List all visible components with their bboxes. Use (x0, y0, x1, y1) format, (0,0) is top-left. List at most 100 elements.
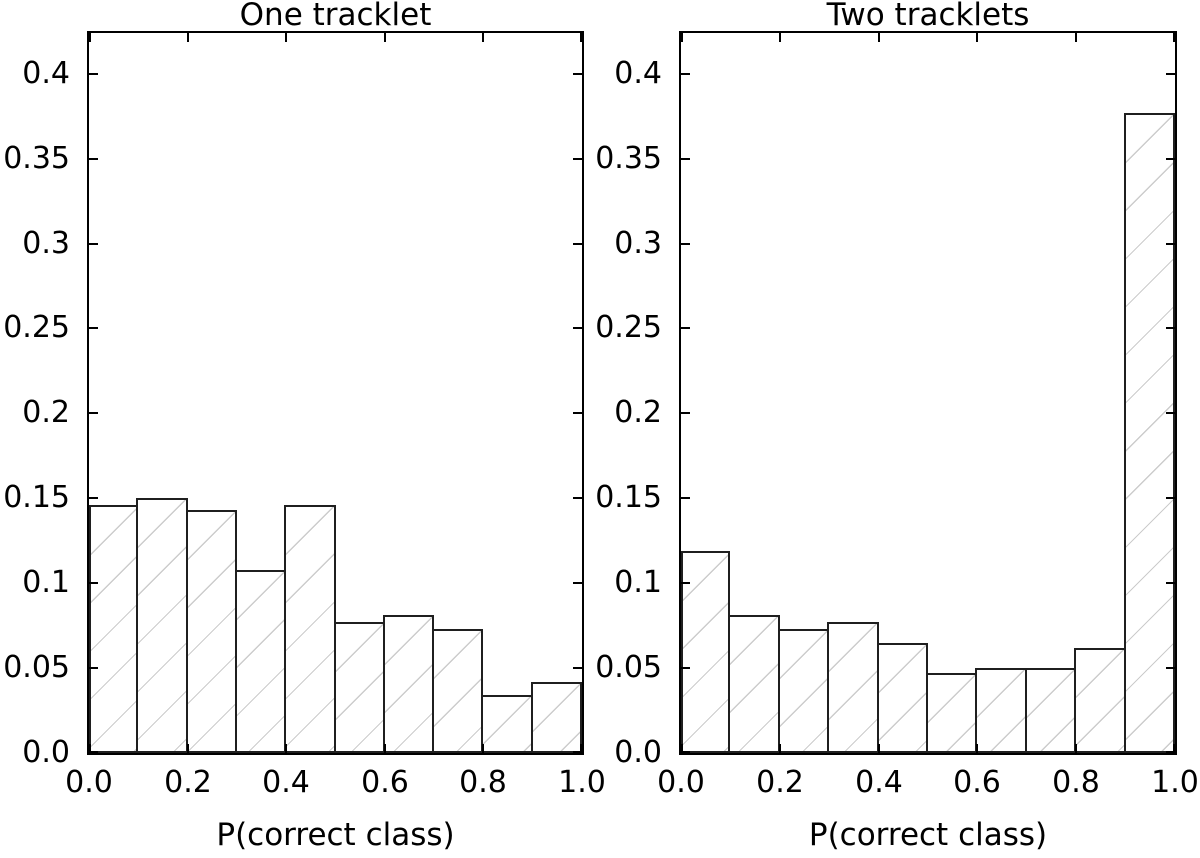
x-tick-label: 0.0 (657, 765, 705, 800)
x-axis-tick (580, 33, 582, 42)
x-tick-label: 0.8 (459, 765, 507, 800)
x-axis-tick (89, 744, 91, 753)
x-axis-label: P(correct class) (808, 817, 1048, 853)
x-axis-tick (384, 33, 386, 42)
y-axis-tick (89, 497, 98, 499)
x-tick-label: 0.4 (855, 765, 903, 800)
y-tick-label: 0.4 (614, 56, 662, 91)
y-axis-tick (681, 667, 690, 669)
x-tick-label: 0.2 (756, 765, 804, 800)
y-axis-tick (573, 751, 582, 753)
y-tick-label: 0.2 (614, 395, 662, 430)
x-tick-label: 0.8 (1052, 765, 1100, 800)
histogram-bar (136, 498, 188, 753)
chart-title: Two tracklets (826, 0, 1030, 33)
y-tick-label: 0.0 (22, 735, 70, 770)
y-axis-tick (1166, 243, 1175, 245)
y-axis-tick (1166, 412, 1175, 414)
y-tick-label: 0.3 (22, 226, 70, 261)
y-axis-tick (1166, 582, 1175, 584)
x-axis-tick (976, 744, 978, 753)
y-axis-tick (89, 751, 98, 753)
x-axis-tick (681, 33, 683, 42)
y-tick-label: 0.4 (22, 56, 70, 91)
y-tick-label: 0.15 (3, 480, 70, 515)
x-axis-tick (779, 744, 781, 753)
histogram-bar (778, 629, 829, 753)
x-axis-tick (878, 33, 880, 42)
y-axis-tick (89, 243, 98, 245)
y-tick-label: 0.15 (595, 480, 662, 515)
x-tick-label: 1.0 (1151, 765, 1199, 800)
y-axis-tick (681, 73, 690, 75)
x-axis-tick (976, 33, 978, 42)
histogram-bar (877, 643, 928, 753)
y-axis-tick (573, 582, 582, 584)
x-axis-tick (580, 744, 582, 753)
y-axis-tick (573, 243, 582, 245)
x-axis-tick (1173, 33, 1175, 42)
y-tick-label: 0.35 (595, 141, 662, 176)
x-tick-label: 0.6 (953, 765, 1001, 800)
histogram-bar (284, 505, 336, 753)
histogram-bar (975, 668, 1027, 753)
y-axis-tick (573, 73, 582, 75)
y-axis-tick (89, 582, 98, 584)
y-axis-tick (89, 73, 98, 75)
y-tick-label: 0.05 (595, 650, 662, 685)
histogram-bar (728, 615, 780, 753)
y-axis-tick (1166, 751, 1175, 753)
histogram-bar (681, 551, 730, 753)
x-axis-label: P(correct class) (216, 817, 455, 853)
x-axis-tick (285, 33, 287, 42)
x-axis-tick (89, 33, 91, 42)
x-axis-tick (187, 33, 189, 42)
y-axis-tick (89, 327, 98, 329)
x-axis-tick (878, 744, 880, 753)
y-axis-tick (573, 497, 582, 499)
y-axis-tick (681, 412, 690, 414)
y-tick-label: 0.1 (22, 565, 70, 600)
y-tick-label: 0.2 (22, 395, 70, 430)
y-axis-tick (681, 582, 690, 584)
y-axis-tick (573, 158, 582, 160)
x-tick-label: 0.6 (361, 765, 409, 800)
x-axis-tick (779, 33, 781, 42)
y-tick-label: 0.35 (3, 141, 70, 176)
y-axis-tick (681, 497, 690, 499)
histogram-bar (827, 622, 879, 753)
y-axis-tick (89, 158, 98, 160)
histogram-bar (235, 570, 286, 753)
histogram-bar (926, 673, 977, 753)
x-axis-tick (1173, 744, 1175, 753)
histogram-bar (1124, 113, 1175, 753)
x-axis-tick (285, 744, 287, 753)
x-axis-tick (1075, 33, 1077, 42)
y-axis-tick (573, 412, 582, 414)
x-axis-tick (482, 744, 484, 753)
x-tick-label: 0.2 (164, 765, 212, 800)
histogram-bar (531, 682, 582, 753)
y-axis-tick (573, 667, 582, 669)
y-tick-label: 0.3 (614, 226, 662, 261)
x-tick-label: 0.0 (65, 765, 113, 800)
x-axis-tick (681, 744, 683, 753)
y-tick-label: 0.05 (3, 650, 70, 685)
y-axis-tick (681, 751, 690, 753)
y-axis-tick (1166, 497, 1175, 499)
y-axis-tick (1166, 667, 1175, 669)
y-axis-tick (681, 243, 690, 245)
y-axis-tick (681, 327, 690, 329)
histogram-bar (432, 629, 483, 753)
x-axis-tick (482, 33, 484, 42)
y-axis-tick (89, 412, 98, 414)
y-axis-tick (1166, 73, 1175, 75)
x-tick-label: 1.0 (558, 765, 606, 800)
histogram-bar (1025, 668, 1076, 753)
y-axis-tick (89, 667, 98, 669)
histogram-bar (1074, 648, 1126, 753)
histogram-bar (383, 615, 434, 753)
